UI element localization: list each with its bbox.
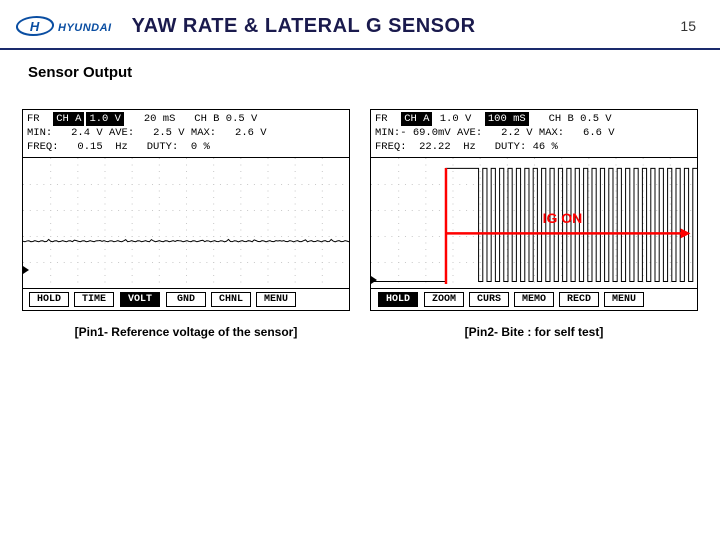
scope-menu-button[interactable]: MENU: [256, 292, 296, 307]
scope-left-waveform: [23, 158, 349, 288]
scope-recd-button[interactable]: RECD: [559, 292, 599, 307]
scope-time-button[interactable]: TIME: [74, 292, 114, 307]
scope-chnl-button[interactable]: CHNL: [211, 292, 251, 307]
freq-label: FREQ:: [375, 140, 407, 154]
scope-gnd-button[interactable]: GND: [166, 292, 206, 307]
ch-a-label: CH A: [53, 112, 84, 126]
freq-val: 22.22 Hz: [419, 140, 476, 154]
logo-mark: H: [14, 16, 56, 36]
brand-logo: H HYUNDAI: [16, 16, 112, 36]
logo-text: HYUNDAI: [58, 22, 112, 34]
scope-hold-button[interactable]: HOLD: [29, 292, 69, 307]
freq-label: FREQ:: [27, 140, 59, 154]
scope-menu-button[interactable]: MENU: [604, 292, 644, 307]
scope-left-caption: [Pin1- Reference voltage of the sensor]: [22, 325, 350, 339]
scope-right: FR CH A 1.0 V 100 mS CH B 0.5 V MIN: - 6…: [370, 109, 698, 311]
ch-a-vdiv: 1.0 V: [86, 112, 124, 126]
ave-label: AVE:: [457, 126, 482, 140]
duty-val: 0 %: [191, 140, 210, 154]
duty-label: DUTY:: [147, 140, 179, 154]
min-label: MIN:: [375, 126, 400, 140]
captions-row: [Pin1- Reference voltage of the sensor] …: [22, 311, 698, 339]
ch-a-vdiv: 1.0 V: [440, 112, 472, 126]
fr-label: FR: [27, 112, 40, 126]
scope-panels: FR CH A 1.0 V 20 mS CH B 0.5 V MIN: 2.4 …: [22, 109, 698, 311]
scope-left-buttons: HOLD TIME VOLT GND CHNL MENU: [23, 288, 349, 310]
timebase: 100 mS: [485, 112, 529, 126]
scope-left-info: FR CH A 1.0 V 20 mS CH B 0.5 V MIN: 2.4 …: [23, 110, 349, 158]
ch-b: CH B 0.5 V: [194, 112, 257, 126]
scope-zoom-button[interactable]: ZOOM: [424, 292, 464, 307]
duty-label: DUTY:: [495, 140, 527, 154]
min-val: - 69.0mV: [400, 126, 450, 140]
scope-left: FR CH A 1.0 V 20 mS CH B 0.5 V MIN: 2.4 …: [22, 109, 350, 311]
scope-volt-button[interactable]: VOLT: [120, 292, 160, 307]
ground-marker-icon: [23, 266, 29, 274]
timebase: 20 mS: [144, 112, 176, 126]
fr-label: FR: [375, 112, 388, 126]
scope-right-caption: [Pin2- Bite : for self test]: [370, 325, 698, 339]
ave-label: AVE:: [109, 126, 134, 140]
ave-val: 2.2 V: [501, 126, 533, 140]
min-label: MIN:: [27, 126, 52, 140]
ch-a-label: CH A: [401, 112, 432, 126]
max-label: MAX:: [539, 126, 564, 140]
page-title: YAW RATE & LATERAL G SENSOR: [132, 15, 681, 38]
ground-marker-icon: [371, 276, 377, 284]
scope-right-waveform: IG ON: [371, 158, 697, 288]
section-subtitle: Sensor Output: [28, 64, 720, 81]
min-val: 2.4 V: [71, 126, 103, 140]
duty-val: 46 %: [533, 140, 558, 154]
scope-right-buttons: HOLD ZOOM CURS MEMO RECD MENU: [371, 288, 697, 310]
scope-memo-button[interactable]: MEMO: [514, 292, 554, 307]
scope-right-info: FR CH A 1.0 V 100 mS CH B 0.5 V MIN: - 6…: [371, 110, 697, 158]
freq-val: 0.15 Hz: [77, 140, 127, 154]
max-label: MAX:: [191, 126, 216, 140]
max-val: 6.6 V: [583, 126, 615, 140]
scope-curs-button[interactable]: CURS: [469, 292, 509, 307]
page-number: 15: [680, 18, 696, 34]
scope-hold-button[interactable]: HOLD: [378, 292, 418, 307]
max-val: 2.6 V: [235, 126, 267, 140]
ave-val: 2.5 V: [153, 126, 185, 140]
ch-b: CH B 0.5 V: [549, 112, 612, 126]
header: H HYUNDAI YAW RATE & LATERAL G SENSOR 15: [0, 0, 720, 50]
